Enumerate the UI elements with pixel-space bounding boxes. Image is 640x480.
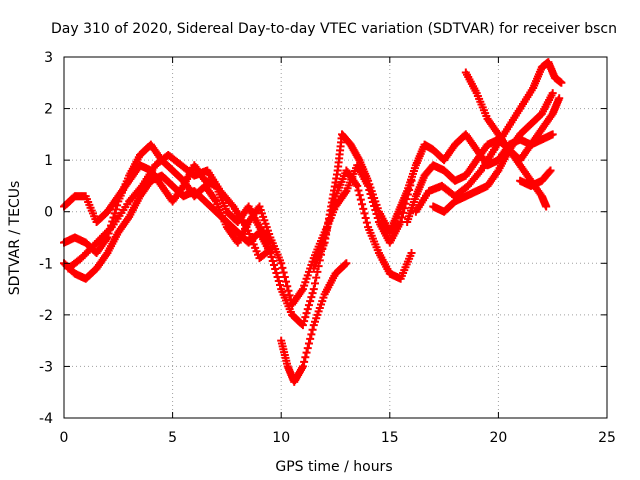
data-point — [283, 282, 292, 291]
data-point — [354, 186, 363, 195]
data-point — [284, 286, 293, 295]
x-tick-label: 20 — [489, 430, 507, 446]
data-point — [307, 293, 316, 302]
data-point — [267, 244, 276, 253]
x-tick-label: 10 — [272, 430, 290, 446]
plot-frame — [63, 56, 608, 419]
series-arc-6 — [309, 130, 557, 273]
data-point — [360, 209, 369, 218]
y-tick-label: 2 — [44, 102, 53, 118]
data-point — [542, 202, 551, 211]
data-point — [356, 195, 365, 204]
data-point — [362, 218, 371, 227]
data-point — [407, 248, 416, 257]
data-point — [268, 256, 277, 265]
data-point — [310, 279, 319, 288]
data-point — [304, 301, 313, 310]
data-point — [109, 213, 118, 222]
data-point — [342, 259, 351, 268]
y-tick-label: -2 — [39, 308, 53, 324]
data-point — [341, 260, 350, 269]
y-tick-label: 3 — [44, 50, 53, 66]
data-point — [285, 291, 294, 300]
data-point — [397, 213, 406, 222]
y-tick-label: 1 — [44, 153, 53, 169]
data-layer — [60, 58, 566, 386]
data-point — [300, 357, 309, 366]
data-point — [280, 273, 289, 282]
series-arc-9 — [429, 89, 557, 216]
series-arc-1 — [60, 166, 416, 330]
data-point — [303, 344, 312, 353]
series-arc-10 — [461, 68, 551, 211]
series-arc-5 — [277, 259, 351, 386]
data-point — [303, 305, 312, 314]
y-tick-label: -3 — [39, 359, 53, 375]
data-point — [304, 339, 313, 348]
data-point — [312, 273, 321, 282]
x-tick-label: 0 — [60, 430, 69, 446]
x-tick-label: 25 — [598, 430, 616, 446]
ticks: 0 5 10 15 20 25 -4 -3 -2 -1 0 1 2 3 — [39, 50, 616, 446]
data-point — [275, 281, 284, 290]
data-point — [361, 214, 370, 223]
series-arc-4 — [64, 150, 277, 273]
data-point — [301, 353, 310, 362]
chart-title: Day 310 of 2020, Sidereal Day-to-day VTE… — [51, 21, 617, 37]
x-tick-label: 15 — [381, 430, 399, 446]
data-point — [302, 348, 311, 357]
data-point — [302, 309, 311, 318]
data-point — [269, 261, 278, 270]
data-point — [358, 200, 367, 209]
data-point — [273, 273, 282, 282]
data-point — [278, 263, 287, 272]
y-tick-label: -4 — [39, 411, 53, 427]
y-axis-label: SDTVAR / TECUs — [7, 181, 23, 296]
data-point — [308, 325, 317, 334]
data-point — [268, 243, 277, 252]
data-point — [306, 297, 315, 306]
data-point — [300, 317, 309, 326]
data-point — [306, 334, 315, 343]
y-tick-label: -1 — [39, 256, 53, 272]
data-point — [110, 209, 119, 218]
series-arc-11 — [516, 166, 555, 190]
data-point — [267, 252, 276, 261]
data-point — [557, 78, 566, 87]
data-point — [555, 94, 564, 103]
data-point — [546, 166, 555, 175]
data-point — [272, 269, 281, 278]
x-axis-label: GPS time / hours — [275, 459, 392, 475]
data-point — [301, 313, 310, 322]
y-tick-label: 0 — [44, 205, 53, 221]
data-point — [298, 362, 307, 371]
data-point — [279, 268, 288, 277]
data-point — [282, 277, 291, 286]
data-point — [308, 289, 317, 298]
data-point — [548, 130, 557, 139]
x-tick-label: 5 — [168, 430, 177, 446]
data-point — [277, 259, 286, 268]
data-point — [355, 191, 364, 200]
data-point — [309, 285, 318, 294]
data-point — [298, 321, 307, 330]
data-point — [359, 204, 368, 213]
data-point — [274, 277, 283, 286]
data-point — [307, 330, 316, 339]
data-point — [548, 89, 557, 98]
data-point — [111, 205, 120, 214]
series-arc-7 — [403, 94, 564, 227]
series-arc-8 — [411, 58, 566, 216]
data-point — [271, 265, 280, 274]
data-point — [353, 181, 362, 190]
grid — [64, 57, 607, 418]
